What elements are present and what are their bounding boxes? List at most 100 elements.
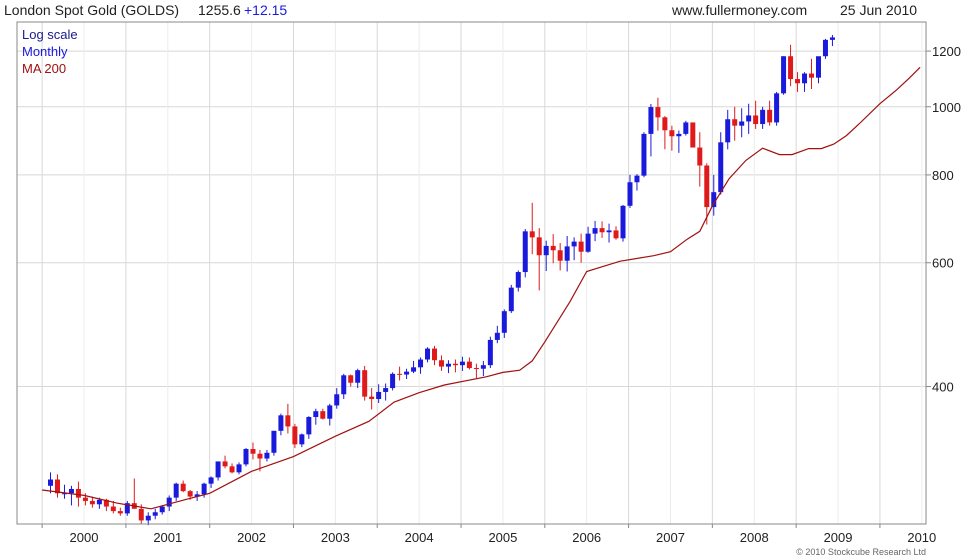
candle (822, 38, 828, 59)
candle (327, 403, 333, 426)
candle-body (494, 332, 500, 340)
candle (362, 365, 368, 401)
price-change: +12.15 (244, 2, 288, 18)
candle-body (529, 231, 535, 238)
chart-date: 25 Jun 2010 (840, 2, 918, 18)
candle (606, 223, 612, 243)
candle-body (271, 430, 277, 453)
x-tick-label: 2003 (321, 530, 350, 545)
candle-body (753, 115, 759, 125)
candle-body (571, 241, 577, 247)
candle (250, 442, 256, 460)
candle (208, 476, 214, 488)
candle (529, 202, 535, 255)
candle (61, 484, 67, 499)
candle (431, 345, 437, 366)
candle-body (236, 464, 242, 473)
candle (264, 449, 270, 462)
candle (117, 507, 123, 516)
candle (543, 240, 549, 271)
candle-body (473, 368, 479, 370)
candle-body (480, 365, 486, 369)
candle-body (788, 56, 794, 80)
candle (271, 430, 277, 456)
candle-body (173, 483, 179, 498)
candle-body (781, 56, 787, 94)
x-tick-label: 2010 (907, 530, 936, 545)
candle-body (355, 370, 361, 383)
candle (564, 235, 570, 272)
candle (725, 109, 731, 150)
candle (704, 163, 710, 225)
candle (173, 482, 179, 501)
candle-body (704, 165, 710, 208)
candle (425, 347, 431, 363)
candle-body (431, 348, 437, 361)
candle-body (746, 115, 752, 122)
chart-header: London Spot Gold (GOLDS) 1255.6 +12.15 w… (0, 0, 980, 22)
candle (159, 505, 165, 515)
candle-body (75, 488, 81, 498)
candle (655, 97, 661, 131)
candle-body (327, 405, 333, 419)
candle-body (187, 491, 193, 497)
candle-body (557, 250, 563, 261)
candle-body (397, 373, 403, 375)
candle-body (222, 461, 228, 467)
candle (89, 496, 95, 508)
candle-body (795, 79, 801, 84)
candle-body (815, 56, 821, 78)
last-price: 1255.6 (198, 2, 241, 18)
candle (676, 130, 682, 153)
candle (760, 106, 766, 129)
source-url[interactable]: www.fullermoney.com (672, 2, 808, 18)
candle (411, 360, 417, 374)
candle-body (683, 122, 689, 134)
candle (334, 388, 340, 409)
candle-body (166, 497, 172, 507)
candle-body (466, 361, 472, 369)
candle-body (613, 230, 619, 239)
candle-body (508, 287, 514, 312)
y-axis: 400 600 800 1000 1200 (926, 44, 961, 395)
candle-body (452, 363, 458, 366)
x-tick-label: 2001 (153, 530, 182, 545)
candle (746, 103, 752, 134)
candle-body (501, 311, 507, 333)
candle (815, 56, 821, 84)
candle-body (690, 122, 696, 148)
copyright-text: © 2010 Stockcube Research Ltd (796, 547, 926, 557)
candle-body (124, 503, 130, 514)
candle (648, 104, 654, 157)
candle-body (292, 426, 298, 445)
candle (739, 108, 745, 138)
candle (418, 357, 424, 374)
candle (459, 356, 465, 371)
candle-body (110, 506, 116, 512)
candle (599, 221, 605, 238)
candle-body (732, 119, 738, 126)
candle (634, 174, 640, 191)
candle-body (641, 133, 647, 176)
candle-body (48, 479, 54, 486)
legend-period: Monthly (22, 44, 68, 59)
candle-body (264, 452, 270, 459)
candle (145, 512, 151, 526)
candle (75, 481, 81, 507)
candle-body (82, 497, 88, 501)
candle-body (376, 391, 382, 400)
candle-body (767, 109, 773, 123)
x-axis: 2000 2001 2002 2003 2004 2005 2006 2007 2008 2009… (41, 524, 936, 545)
candle (774, 91, 780, 126)
candle (627, 174, 633, 208)
candle-body (362, 370, 368, 397)
candle-body (662, 117, 668, 131)
candle (494, 325, 500, 344)
candle-body (138, 508, 144, 521)
candle-body (585, 233, 591, 252)
ma200-line (42, 66, 921, 510)
candle (313, 408, 319, 425)
candle-body (634, 175, 640, 183)
x-tick-label: 2007 (656, 530, 685, 545)
candle-body (61, 493, 67, 495)
